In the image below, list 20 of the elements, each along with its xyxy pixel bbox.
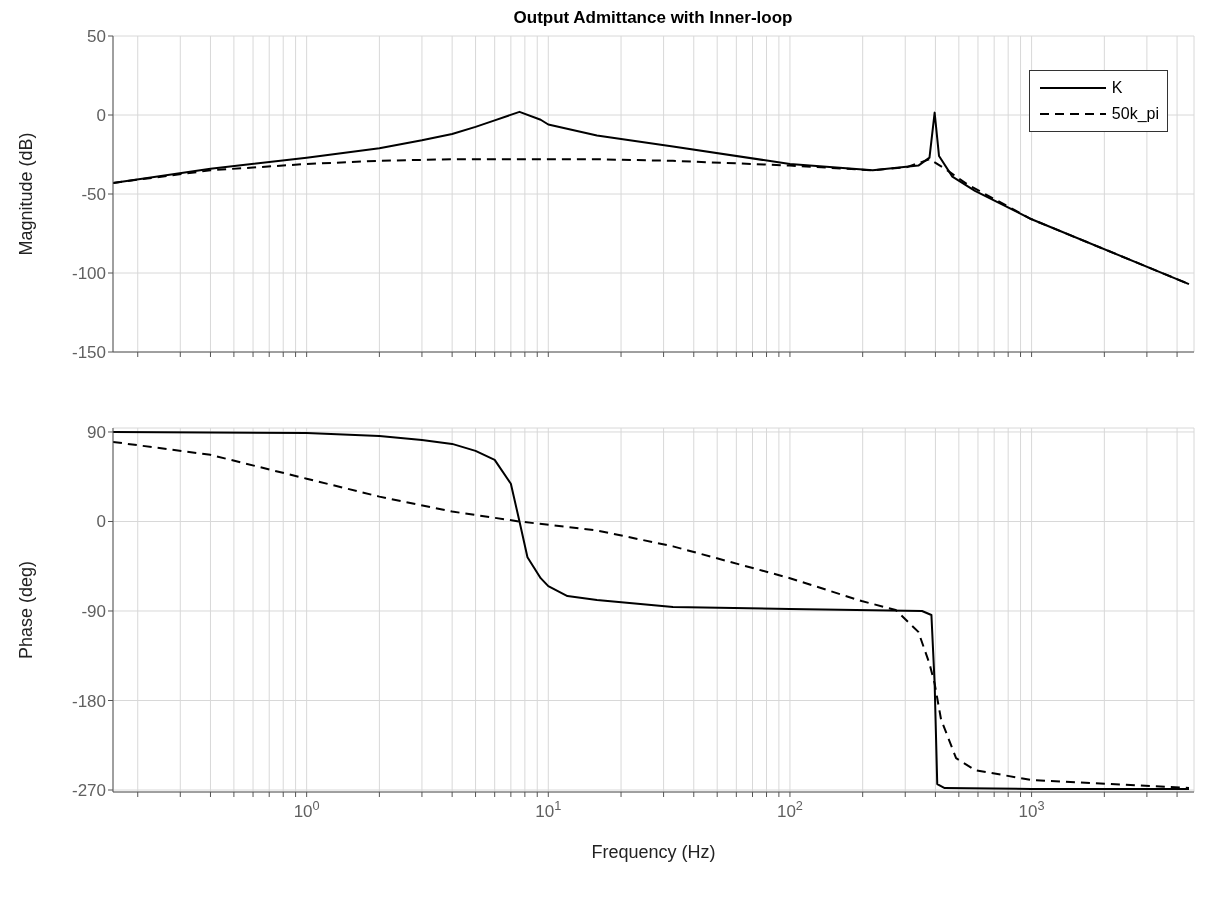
y-tick-label: -50 [81,185,106,204]
x-tick-label: 10$^{2}$ [776,797,803,821]
x-axis-title: Frequency (Hz) [591,842,716,862]
x-tick-label: 10$^{1}$ [535,797,562,821]
legend-label: K [1111,79,1123,97]
y-tick-label: -270 [71,781,106,801]
y-tick-label: -180 [71,691,106,711]
x-tick-label: 10$^{0}$ [293,797,320,821]
y-tick-label: 0 [96,106,106,125]
y-tick-label: -150 [71,343,106,362]
y-tick-label: 50 [87,27,106,46]
x-tick-label: 10$^{3}$ [1018,797,1045,821]
legend-label: 50k_pi [1111,105,1159,123]
y-axis-title: Magnitude (dB) [16,132,37,256]
chart-title: Output Admittance with Inner-loop [513,8,793,27]
y-tick-label: 0 [96,512,106,532]
y-tick-label: 90 [87,422,106,442]
y-tick-label: -100 [71,264,106,283]
y-tick-label: -90 [81,601,106,621]
y-axis-title: Phase (deg) [16,560,37,660]
